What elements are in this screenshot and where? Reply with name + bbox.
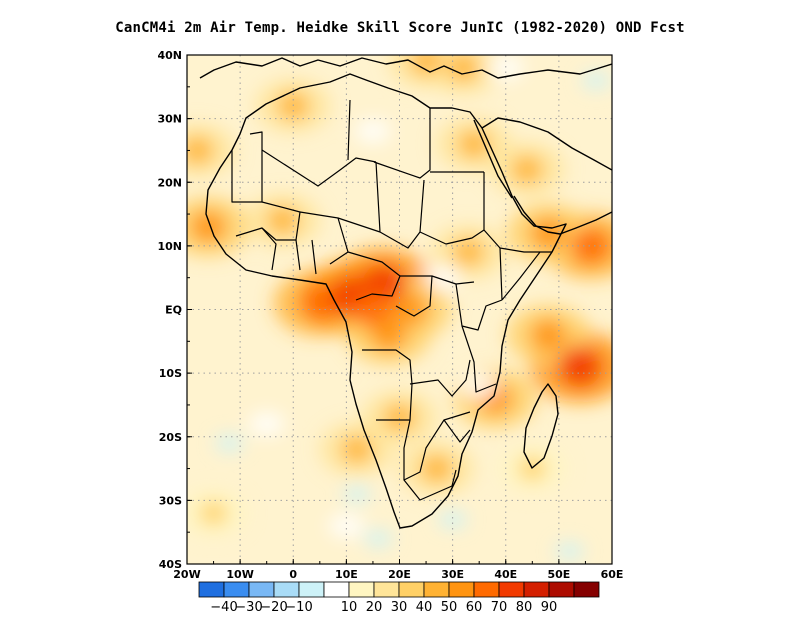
hotspot-core [370,318,407,351]
x-tick-label: 0 [289,568,297,581]
neutral-patch [248,412,285,437]
negative-skill-spot [555,543,584,560]
hotspot-core [530,318,567,351]
skill-field [187,55,612,564]
colorbar-label: −20 [260,600,287,615]
europe-coastline [199,57,612,79]
colorbar-swatch [473,581,500,598]
neutral-patch [461,373,498,398]
colorbar-label: 30 [391,600,408,615]
colorbar-swatch [298,581,325,598]
hotspot-core [187,136,214,165]
y-tick-label: 20S [159,431,182,444]
colorbar-label: 50 [441,600,458,615]
colorbar-swatch [323,581,350,598]
x-tick-label: 50E [547,568,570,581]
colorbar-swatch [523,581,550,598]
coastline-and-borders [199,57,612,529]
country-borders [231,99,552,501]
hotspot-core [352,291,393,328]
colorbar-label: 10 [341,600,358,615]
colorbar: −40−30−20−10 10 20 30 40 50 60 70 80 90 [198,581,600,615]
lat-lon-grid [187,55,612,564]
colorbar-swatch [573,581,600,598]
hotspot-core [199,501,228,526]
y-tick-label: 30S [159,494,182,507]
hotspot-core [410,55,443,76]
y-tick-label: 10S [159,367,182,380]
colorbar-label: −10 [285,600,312,615]
x-tick-label: 20W [173,568,200,581]
x-axis-ticks: 20W 10W 0 10E 20E 30E 40E 50E 60E [173,559,623,581]
colorbar-swatch [273,581,300,598]
neutral-patch [354,119,391,144]
colorbar-swatch [548,581,575,598]
hotspot-core [341,435,373,464]
y-tick-label: 40S [159,558,182,571]
negative-skill-spot [438,511,467,528]
hotspot-core [570,227,611,264]
colorbar-swatch [248,581,275,598]
colorbar-label: 80 [516,600,533,615]
negative-skill-spot [364,530,393,547]
colorbar-swatch [373,581,400,598]
colorbar-swatch [223,581,250,598]
colorbar-label: 70 [491,600,508,615]
colorbar-label: 20 [366,600,383,615]
colorbar-label: 90 [541,600,558,615]
madagascar [523,383,559,469]
hotspot-core [558,346,603,387]
red-sea-coast [473,119,513,199]
hotspot-core [452,238,485,267]
negative-skill-spot [582,72,611,89]
hotspot-core [511,155,543,184]
colorbar-swatch [198,581,225,598]
x-tick-label: 30E [441,568,464,581]
hotspot-core [392,293,429,326]
neutral-patch [328,513,365,538]
hotspot-core [299,285,340,322]
x-tick-label: 20E [388,568,411,581]
colorbar-swatch [498,581,525,598]
y-axis-ticks: 40N 30N 20N 10N EQ 10S 20S 30S 40S [157,49,192,571]
x-tick-label: 10W [226,568,253,581]
chart-title: CanCM4i 2m Air Temp. Heidke Skill Score … [115,20,685,36]
x-tick-label: 40E [494,568,517,581]
hotspot-core [383,403,416,432]
negative-skill-spot [343,486,371,503]
colorbar-swatch [348,581,375,598]
colorbar-swatch [423,581,450,598]
y-tick-label: 20N [157,176,182,189]
africa-coastline [205,73,567,529]
colorbar-label: −40 [210,600,237,615]
colorbar-label: 40 [416,600,433,615]
x-tick-label: 10E [335,568,358,581]
colorbar-label: −30 [235,600,262,615]
hotspot-core [420,454,453,483]
y-tick-label: 10N [157,240,182,253]
negative-skill-spot [215,435,244,452]
y-tick-label: 30N [157,113,182,126]
neutral-patch [487,55,524,80]
x-tick-label: 60E [601,568,624,581]
colorbar-swatch [398,581,425,598]
hotspot-core [190,210,227,243]
y-tick-label: 40N [157,49,182,62]
colorbar-swatch [448,581,475,598]
neutral-patch [424,265,460,290]
y-tick-label: EQ [165,304,182,317]
arabia-coastline [481,117,612,235]
hotspot-core [447,55,480,82]
colorbar-label: 60 [466,600,483,615]
hotspot-core [266,206,299,235]
field-contours [187,55,612,560]
